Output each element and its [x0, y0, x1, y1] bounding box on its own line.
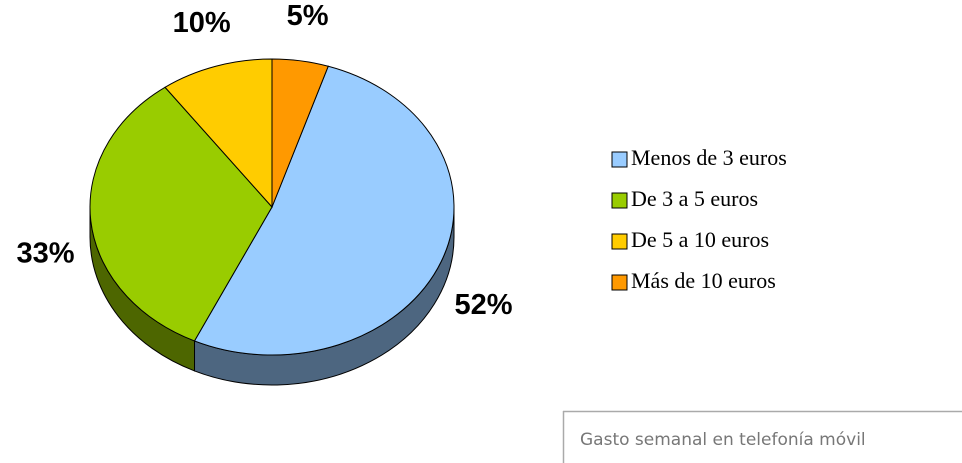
legend-swatch	[611, 151, 628, 168]
legend-swatch	[611, 192, 628, 209]
data-label: 5%	[287, 0, 329, 32]
data-label: 52%	[455, 289, 513, 321]
slice	[193, 65, 455, 356]
data-label: 10%	[173, 7, 231, 39]
legend-swatch	[611, 233, 628, 250]
legend-swatch	[611, 274, 628, 291]
data-label: 33%	[16, 237, 74, 269]
slice	[271, 58, 329, 208]
legend-label: Menos de 3 euros	[631, 145, 787, 170]
chart-title: Gasto semanal en telefonía móvil	[580, 430, 866, 450]
slice	[89, 86, 273, 342]
legend-label: De 3 a 5 euros	[631, 186, 758, 211]
legend-label: De 5 a 10 euros	[631, 227, 769, 252]
legend-label: Más de 10 euros	[631, 268, 776, 293]
slice	[164, 58, 273, 209]
